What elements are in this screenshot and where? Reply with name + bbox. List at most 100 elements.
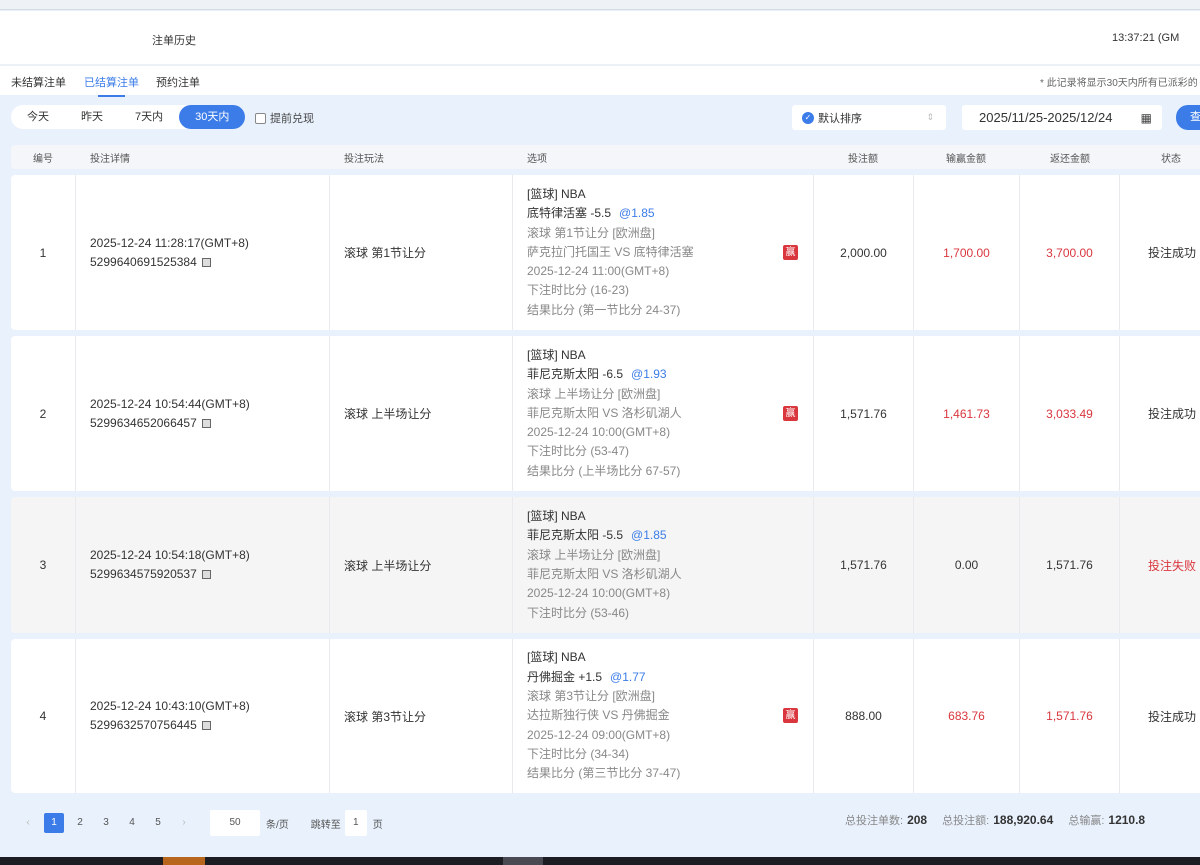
tab-reserved[interactable]: 预约注单	[156, 77, 200, 89]
total-winloss-label: 总输赢:	[1068, 815, 1105, 827]
row-number: 1	[39, 245, 47, 260]
next-page-icon[interactable]: ›	[182, 817, 186, 828]
option-match: 萨克拉门托国王 VS 底特律活塞	[527, 244, 694, 259]
tab-unsettled[interactable]: 未结算注单	[11, 77, 66, 89]
range-30days[interactable]: 30天内	[179, 105, 246, 129]
winloss: 0.00	[954, 558, 979, 572]
copy-icon[interactable]	[201, 257, 211, 267]
option-match: 达拉斯独行侠 VS 丹佛掘金	[527, 708, 670, 723]
option-odds: @1.93	[631, 367, 667, 382]
page-4[interactable]: 4	[129, 817, 135, 828]
total-count-label: 总投注单数:	[845, 815, 904, 827]
date-range-value: 2025/11/25-2025/12/24	[979, 110, 1113, 125]
page-size-select[interactable]: 50	[210, 810, 260, 836]
return-amount: 3,700.00	[1046, 245, 1093, 260]
winloss: 1,461.73	[943, 406, 990, 421]
header-option: 选项	[527, 154, 547, 165]
option-pick: 底特律活塞 -5.5	[527, 206, 612, 221]
option-pick: 丹佛掘金 +1.5	[527, 669, 603, 684]
browser-address-bar[interactable]	[0, 0, 1200, 10]
stake: 2,000.00	[840, 245, 887, 260]
date-range-input[interactable]: 2025/11/25-2025/12/24 ▦	[962, 105, 1162, 130]
status: 投注成功	[1148, 709, 1197, 724]
taskbar-app-icon[interactable]	[503, 857, 543, 865]
option-match: 菲尼克斯太阳 VS 洛杉矶湖人	[527, 405, 682, 420]
copy-icon[interactable]	[201, 570, 211, 579]
bet-id: 5299634652066457	[90, 415, 197, 430]
pagination: ‹ 1 2 3 4 5 › 50 条/页 跳转至 1 页	[18, 810, 383, 836]
header-no: 编号	[33, 154, 53, 165]
option-bet-score: 下注时比分 (16-23)	[527, 283, 630, 298]
bet-id: 5299632570756445	[90, 718, 197, 732]
tab-bar: 未结算注单 已结算注单 预约注单 * 此记录将显示30天内所有已派彩的	[0, 66, 1200, 97]
option-league: [篮球] NBA	[527, 186, 586, 201]
prev-page-icon[interactable]: ‹	[26, 817, 30, 828]
option-pick: 菲尼克斯太阳 -6.5	[527, 367, 624, 382]
option-league: [篮球] NBA	[527, 347, 586, 362]
early-cashout-label: 提前兑现	[270, 113, 314, 125]
header-status: 状态	[1161, 154, 1181, 165]
checkbox-icon[interactable]	[255, 112, 266, 124]
page-title: 注单历史	[152, 35, 196, 47]
status: 投注成功	[1148, 246, 1197, 260]
query-button[interactable]: 查	[1176, 105, 1200, 130]
table-row: 3 2025-12-24 10:54:18(GMT+8) 529963457592…	[11, 497, 1200, 633]
calendar-icon[interactable]: ▦	[1140, 110, 1152, 125]
summary: 总投注单数: 208 总投注额: 188,920.64 总输赢: 1210.8	[845, 812, 1157, 828]
option-market: 滚球 上半场让分 [欧洲盘]	[527, 547, 661, 562]
page-3[interactable]: 3	[103, 817, 109, 828]
option-kickoff: 2025-12-24 10:00(GMT+8)	[527, 425, 671, 440]
option-market: 滚球 第3节让分 [欧洲盘]	[527, 689, 656, 704]
range-7days[interactable]: 7天内	[135, 111, 164, 123]
header-winloss: 输赢金额	[946, 154, 986, 165]
jump-input[interactable]: 1	[344, 810, 367, 836]
taskbar-app-icon[interactable]	[163, 857, 205, 865]
return-amount: 1,571.76	[1046, 558, 1093, 572]
option-bet-score: 下注时比分 (53-46)	[527, 605, 630, 620]
option-result: 结果比分 (上半场比分 67-57)	[527, 463, 681, 478]
page-1[interactable]: 1	[44, 813, 64, 833]
bet-play: 滚球 上半场让分	[344, 558, 432, 573]
option-kickoff: 2025-12-24 10:00(GMT+8)	[527, 586, 671, 601]
date-range-segment: 今天 昨天 7天内 30天内	[11, 105, 246, 129]
stake: 888.00	[845, 709, 882, 723]
row-number: 2	[39, 406, 47, 421]
total-winloss: 1210.8	[1108, 813, 1146, 827]
tab-settled[interactable]: 已结算注单	[84, 74, 139, 97]
range-yesterday[interactable]: 昨天	[81, 111, 103, 123]
copy-icon[interactable]	[201, 721, 211, 730]
row-number: 4	[39, 709, 47, 723]
copy-icon[interactable]	[201, 418, 211, 428]
winloss: 1,700.00	[943, 245, 990, 260]
range-today[interactable]: 今天	[27, 111, 49, 123]
option-kickoff: 2025-12-24 11:00(GMT+8)	[527, 264, 670, 279]
sort-arrows-icon: ⇕	[926, 112, 934, 122]
bet-id: 5299640691525384	[90, 254, 197, 269]
sort-value: 默认排序	[818, 112, 862, 125]
return-amount: 1,571.76	[1046, 709, 1093, 723]
page-2[interactable]: 2	[77, 817, 83, 828]
header-detail: 投注详情	[90, 154, 130, 165]
option-odds: @1.85	[619, 206, 655, 221]
option-bet-score: 下注时比分 (34-34)	[527, 746, 630, 761]
bet-play: 滚球 第1节让分	[344, 246, 427, 260]
total-count: 208	[907, 813, 928, 827]
page-5[interactable]: 5	[155, 817, 161, 828]
total-stake-label: 总投注额:	[942, 815, 990, 827]
win-badge-icon: 赢	[783, 405, 798, 421]
winloss: 683.76	[948, 709, 985, 723]
option-bet-score: 下注时比分 (53-47)	[527, 444, 630, 459]
stake: 1,571.76	[840, 406, 887, 421]
option-kickoff: 2025-12-24 09:00(GMT+8)	[527, 727, 671, 742]
sort-select[interactable]: ✓ 默认排序 ⇕	[792, 105, 946, 130]
return-amount: 3,033.49	[1046, 406, 1093, 421]
bet-play: 滚球 上半场让分	[344, 407, 432, 421]
win-badge-icon: 赢	[783, 244, 798, 260]
header-stake: 投注额	[848, 154, 878, 165]
option-pick: 菲尼克斯太阳 -5.5	[527, 528, 624, 543]
header-return: 返还金额	[1050, 154, 1090, 165]
early-cashout-checkbox[interactable]: 提前兑现	[255, 110, 314, 126]
notice-text: * 此记录将显示30天内所有已派彩的	[1040, 78, 1198, 89]
jump-label: 跳转至	[310, 819, 341, 831]
page-size-unit: 条/页	[266, 819, 289, 831]
